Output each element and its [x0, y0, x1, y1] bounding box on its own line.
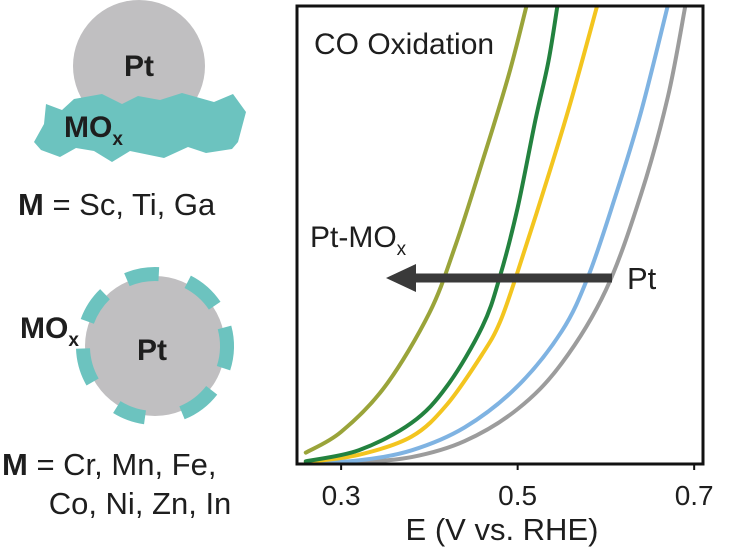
mox-label-top-sub: x: [112, 129, 123, 150]
mox-patch-2: [124, 267, 160, 287]
shift-arrow: [386, 264, 612, 292]
pt-label-bottom: Pt: [137, 334, 167, 367]
caption-bottom-m: M: [2, 447, 28, 482]
mox-label-bottom: MOx: [20, 312, 79, 351]
caption-top: M = Sc, Ti, Ga: [18, 187, 216, 222]
mox-patches: [76, 267, 234, 425]
mox-label-bottom-sub: x: [68, 330, 79, 351]
chart: 0.3 0.5 0.7 CO Oxidation E (V vs. RHE) Pt-…: [295, 4, 714, 547]
caption-top-m: M: [18, 187, 44, 222]
schematic-supported-particle: Pt MOx M = Sc, Ti, Ga: [18, 0, 246, 222]
mox-patch-7: [76, 347, 99, 386]
annotation-pt-mox-sub: x: [397, 239, 407, 260]
pt-label-top: Pt: [124, 50, 154, 83]
caption-top-metals: = Sc, Ti, Ga: [44, 187, 216, 222]
x-tick-label-2: 0.5: [498, 480, 537, 511]
caption-bottom-metals-1: = Cr, Mn, Fe,: [28, 447, 217, 482]
mox-label-top: MOx: [64, 111, 123, 150]
x-tick-label-3: 0.7: [675, 480, 714, 511]
mox-patch-1: [80, 289, 111, 325]
annotation-pt: Pt: [627, 261, 657, 296]
shift-arrow-head: [386, 264, 416, 292]
mox-patch-5: [179, 385, 218, 420]
caption-bottom-line2: Co, Ni, Zn, In: [49, 486, 232, 521]
mox-label-bottom-base: MO: [20, 312, 68, 345]
x-axis-label: E (V vs. RHE): [406, 512, 599, 547]
series-line-3: [303, 6, 600, 464]
schematic-decorated-particle: Pt MOx M = Cr, Mn, Fe, Co, Ni, Zn, In: [2, 267, 234, 521]
pt-particle-bottom: [85, 276, 225, 416]
series-layer: [303, 6, 688, 464]
mox-patch-4: [216, 325, 234, 371]
mox-label-top-base: MO: [64, 111, 112, 144]
annotation-pt-mox: Pt-MOx: [310, 221, 407, 260]
series-line-5: [303, 6, 688, 464]
x-tick-marks: [340, 464, 696, 470]
x-tick-label-1: 0.3: [322, 480, 361, 511]
mox-patch-6: [113, 401, 147, 425]
chart-title: CO Oxidation: [314, 28, 494, 61]
mox-support: [34, 93, 246, 162]
series-line-1: [303, 6, 529, 455]
caption-bottom-line1: M = Cr, Mn, Fe,: [2, 447, 216, 482]
mox-patch-3: [184, 275, 221, 310]
plot-frame: [295, 4, 705, 466]
x-tick-labels: 0.3 0.5 0.7: [322, 480, 714, 511]
series-line-2: [303, 6, 560, 464]
annotation-pt-mox-base: Pt-MO: [310, 221, 397, 254]
series-line-4: [303, 6, 670, 464]
